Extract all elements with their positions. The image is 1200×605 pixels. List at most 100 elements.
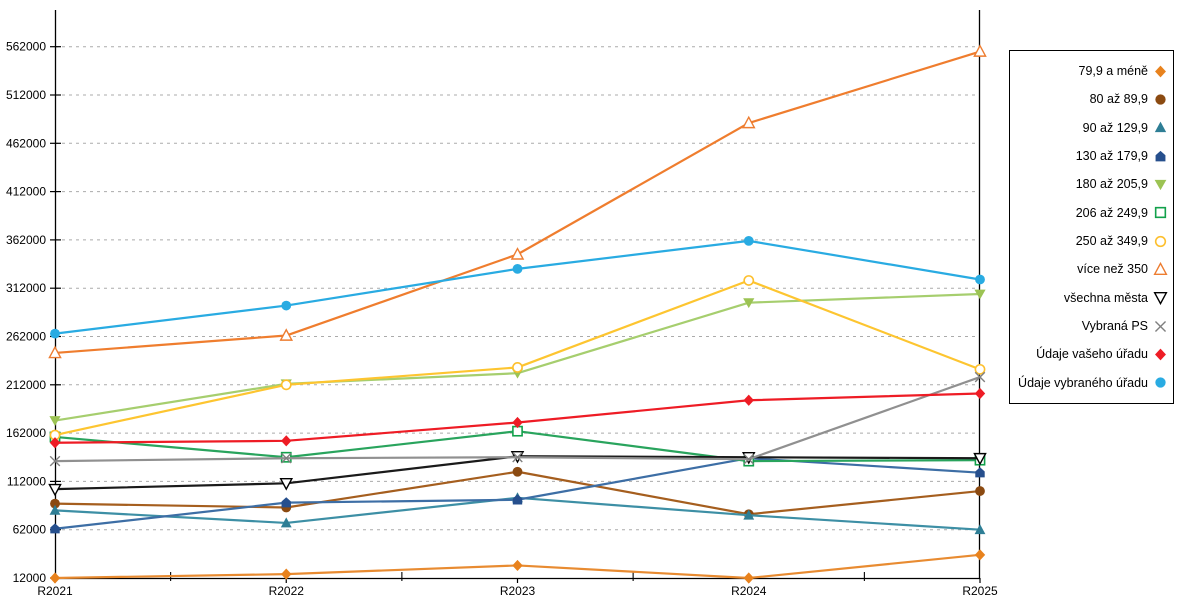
y-axis-tick-label: 462000 [6, 136, 46, 150]
series-line [53, 50, 982, 355]
series-marker [49, 572, 61, 584]
legend-item: 130 až 179,9 [1010, 145, 1173, 167]
series-line [53, 279, 982, 437]
series-marker [974, 549, 986, 561]
legend-item: Vybraná PS [1010, 315, 1173, 337]
legend-item-label: Údaje vašeho úřadu [1036, 347, 1148, 362]
series-marker [510, 247, 525, 260]
legend-marker-shape [1155, 150, 1166, 162]
y-axis-tick-label: 512000 [6, 88, 46, 102]
series-marker [974, 387, 986, 400]
series-marker [49, 504, 61, 515]
legend-marker-shape [1154, 235, 1167, 247]
legend-marker-shape [1154, 320, 1167, 332]
legend-item-label: více než 350 [1077, 262, 1148, 277]
series-marker [743, 453, 755, 465]
legend-item: 79,9 a méně [1010, 60, 1173, 82]
series-marker [49, 416, 61, 426]
y-axis-tick-label: 362000 [6, 233, 46, 247]
legend-marker-x-icon [1154, 320, 1167, 332]
legend-item-label: 80 až 89,9 [1089, 92, 1148, 107]
series-marker [512, 263, 523, 274]
series-marker [974, 524, 986, 535]
legend-item-label: 90 až 129,9 [1082, 120, 1148, 135]
series-marker [743, 509, 755, 520]
y-axis-tick-label: 562000 [6, 40, 46, 54]
series-marker [49, 455, 61, 467]
legend-item: Údaje vybraného úřadu [1010, 372, 1173, 394]
series-marker [279, 478, 294, 491]
legend-marker-shape [1155, 94, 1166, 105]
y-axis-tick-label: 412000 [6, 185, 46, 199]
legend-marker-shape [1155, 348, 1166, 361]
series-marker [50, 498, 60, 509]
y-axis-tick-label: 62000 [13, 523, 47, 537]
series-marker [743, 572, 754, 584]
legend-item: více než 350 [1010, 258, 1173, 280]
series-marker [743, 235, 754, 246]
series-marker [512, 559, 523, 572]
series-marker [512, 362, 523, 373]
x-axis-tick-label: R2024 [731, 584, 767, 598]
series-marker [280, 517, 292, 528]
legend-marker-square-open-icon [1154, 207, 1167, 219]
y-axis-tick-label: 262000 [6, 330, 46, 344]
series-marker [512, 451, 523, 463]
legend-marker-circle-icon [1155, 377, 1166, 388]
series-marker [281, 300, 292, 311]
legend-item-label: 206 až 249,9 [1075, 205, 1148, 220]
legend-item: 250 až 349,9 [1010, 230, 1173, 252]
legend-marker-diamond-icon [1155, 348, 1166, 361]
series-marker [743, 298, 755, 309]
y-axis-tick-label: 12000 [13, 571, 47, 585]
series-marker [741, 115, 756, 129]
legend-marker-triangle-down-icon [1154, 179, 1167, 191]
series-marker [48, 483, 62, 497]
legend-item: všechna města [1010, 287, 1173, 309]
x-axis-tick-label: R2023 [500, 584, 536, 598]
series-marker [512, 466, 523, 477]
legend-marker-triangle-up-icon [1154, 121, 1167, 133]
series-marker [50, 523, 60, 534]
series-marker [280, 452, 292, 464]
series-marker [512, 416, 523, 429]
series-marker [279, 328, 294, 341]
series-marker [743, 394, 754, 406]
legend-item: 90 až 129,9 [1010, 117, 1173, 139]
legend-marker-shape [1154, 207, 1167, 219]
series-marker [280, 379, 292, 391]
series-marker [973, 44, 987, 57]
legend-item-label: 180 až 205,9 [1075, 177, 1148, 192]
series-marker [973, 452, 987, 466]
legend-marker-shape [1153, 261, 1168, 275]
legend-marker-shape [1155, 65, 1166, 78]
series-marker [281, 435, 292, 447]
series-marker [974, 371, 986, 383]
y-axis-tick-label: 162000 [6, 426, 46, 440]
legend-marker-shape [1155, 377, 1166, 388]
series-marker [48, 345, 62, 359]
series-marker [50, 328, 60, 339]
legend-marker-shape [1153, 292, 1168, 306]
x-axis-tick-label: R2025 [962, 584, 998, 598]
legend-marker-circle-open-icon [1154, 235, 1167, 247]
legend-marker-shape [1154, 121, 1167, 133]
series-marker [512, 494, 523, 505]
series-marker [743, 275, 755, 286]
series-marker [975, 486, 985, 496]
series-marker [975, 467, 985, 478]
series-marker [49, 437, 61, 449]
y-axis-tick-label: 112000 [7, 474, 46, 488]
series-marker [974, 363, 986, 375]
x-axis-tick-label: R2021 [37, 584, 73, 598]
y-axis-tick-label: 212000 [6, 378, 46, 392]
series-marker [281, 568, 292, 580]
legend-item-label: Vybraná PS [1081, 319, 1148, 334]
legend-item-label: 250 až 349,9 [1075, 234, 1148, 249]
legend-item: Údaje vašeho úřadu [1010, 343, 1173, 365]
series-marker [281, 497, 291, 508]
legend-item-label: 130 až 179,9 [1075, 149, 1148, 164]
legend-marker-triangle-up-open-icon [1153, 261, 1168, 275]
